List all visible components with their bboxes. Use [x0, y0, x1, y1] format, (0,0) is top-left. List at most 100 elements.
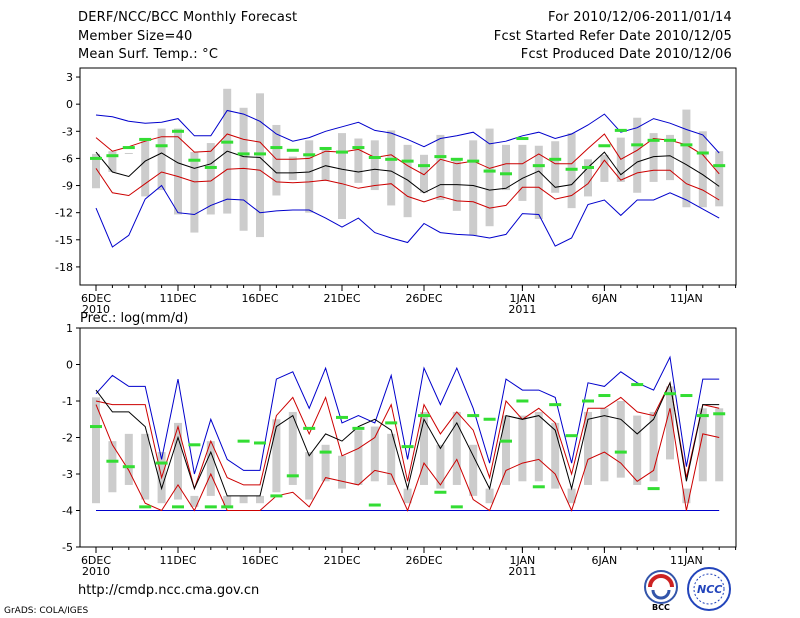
y-tick-label: 0	[66, 98, 73, 111]
spread-bar	[370, 426, 379, 482]
observed-marker	[450, 505, 463, 509]
observed-marker	[172, 505, 184, 509]
spread-bar	[666, 386, 674, 460]
spread-bar	[108, 441, 117, 493]
spread-bar	[518, 144, 527, 201]
observed-marker	[713, 412, 726, 416]
observed-marker	[483, 169, 496, 173]
observed-marker	[516, 399, 529, 403]
x-tick-label: 6DEC	[81, 554, 111, 567]
observed-marker	[631, 143, 644, 147]
spread-bar	[551, 422, 560, 489]
observed-marker	[500, 172, 512, 176]
spread-bar	[190, 495, 199, 507]
observed-marker	[336, 415, 348, 419]
y-tick-label: -2	[62, 432, 73, 445]
spread-bar	[698, 408, 707, 482]
spread-bar	[157, 128, 166, 191]
spread-bar	[436, 134, 445, 201]
spread-bar	[452, 411, 461, 485]
spread-bar	[682, 488, 691, 504]
observed-marker	[696, 151, 709, 155]
x-tick-label: 11JAN	[670, 292, 703, 305]
fcst-produced-date: Fcst Produced Date 2010/12/06	[520, 47, 732, 62]
x-tick-label: 6JAN	[591, 292, 617, 305]
x-tick-label: 11JAN	[670, 554, 703, 567]
spread-bar	[469, 444, 478, 496]
spread-bar	[469, 140, 478, 236]
fcst-started-date: Fcst Started Refer Date 2010/12/05	[493, 29, 732, 44]
series-line-max	[95, 109, 720, 154]
spread-bar	[288, 411, 297, 485]
observed-marker	[532, 485, 545, 489]
y-tick-label: -9	[62, 180, 73, 193]
spread-bar	[682, 109, 691, 208]
spread-bar	[206, 441, 215, 496]
observed-marker	[467, 414, 480, 418]
spread-bar	[502, 415, 510, 485]
spread-bar	[403, 144, 412, 218]
spread-bar	[649, 411, 658, 482]
observed-marker	[286, 474, 299, 478]
observed-marker	[254, 441, 266, 445]
precip-panel-label: Prec.: log(mm/d)	[80, 311, 188, 326]
x-tick-year: 2010	[82, 565, 110, 578]
spread-bar	[108, 151, 117, 172]
spread-bar	[420, 154, 428, 193]
y-tick-label: -4	[62, 505, 73, 518]
grads-credit: GrADS: COLA/IGES	[4, 606, 89, 616]
spread-bar	[436, 444, 445, 489]
spread-bar	[551, 141, 560, 193]
observed-marker	[582, 399, 594, 403]
series-line-mean	[95, 381, 720, 497]
series-line-min	[95, 184, 720, 248]
spread-bar	[206, 143, 215, 215]
x-tick-label: 6DEC	[81, 292, 111, 305]
observed-marker	[368, 156, 381, 160]
bcc-logo-text: BCC	[652, 603, 670, 612]
observed-marker	[155, 144, 168, 148]
observed-marker	[368, 503, 381, 507]
observed-marker	[696, 414, 709, 418]
spread-bar	[239, 495, 248, 504]
spread-bar	[649, 133, 658, 182]
spread-bar	[518, 415, 527, 482]
observed-marker	[598, 144, 611, 148]
observed-marker	[286, 148, 299, 152]
observed-marker	[467, 159, 480, 163]
observed-marker	[270, 146, 283, 150]
spread-bar	[272, 124, 281, 196]
observed-marker	[532, 164, 545, 168]
observed-marker	[614, 128, 627, 132]
x-tick-label: 16DEC	[241, 292, 278, 305]
spread-bar	[190, 152, 199, 233]
observed-marker	[319, 450, 332, 454]
observed-marker	[303, 426, 316, 430]
observed-marker	[352, 426, 365, 430]
observed-marker	[647, 487, 660, 491]
spread-bar	[420, 411, 428, 485]
spread-bar	[567, 488, 576, 504]
series-line-p10	[95, 404, 720, 512]
observed-marker	[352, 146, 365, 150]
spread-bar	[534, 411, 543, 482]
x-tick-label: 6JAN	[591, 554, 617, 567]
forecast-period: For 2010/12/06-2011/01/14	[548, 10, 732, 25]
spread-bar	[141, 433, 150, 500]
ncc-logo-text: NCC	[697, 583, 722, 596]
spread-bar	[370, 140, 379, 191]
series-line-p10	[95, 159, 720, 209]
source-url[interactable]: http://cmdp.ncc.cma.gov.cn	[78, 583, 260, 598]
bcc-logo: BCC	[644, 570, 678, 612]
spread-bar	[338, 133, 346, 219]
observed-marker	[254, 152, 266, 156]
observed-marker	[680, 394, 693, 398]
observed-marker	[188, 158, 201, 162]
variable-label: Mean Surf. Temp.: °C	[78, 47, 219, 62]
observed-marker	[450, 157, 463, 161]
spread-bar	[124, 433, 133, 485]
y-tick-label: -5	[62, 541, 73, 554]
observed-marker	[418, 164, 430, 168]
